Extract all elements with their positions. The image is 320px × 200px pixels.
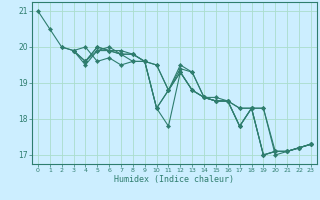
X-axis label: Humidex (Indice chaleur): Humidex (Indice chaleur): [115, 175, 234, 184]
